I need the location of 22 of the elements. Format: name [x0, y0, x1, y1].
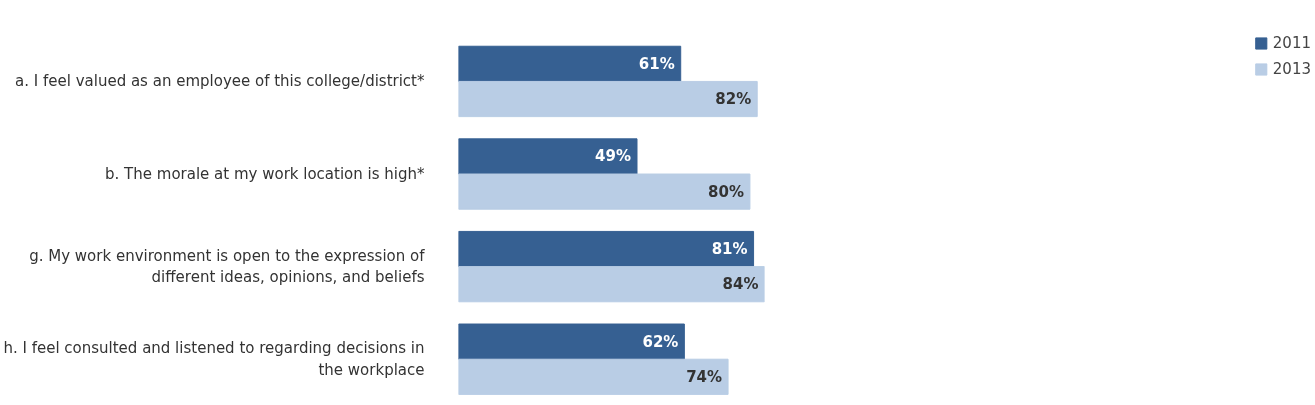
- bar: [458, 138, 638, 175]
- data-label: 62%: [642, 332, 679, 351]
- bar: [458, 358, 729, 395]
- bar: [458, 80, 758, 118]
- legend-label: 2013: [1272, 60, 1311, 78]
- bar: [458, 173, 751, 210]
- bar: [458, 266, 765, 303]
- data-label: 49%: [595, 147, 631, 166]
- data-label: 84%: [722, 275, 759, 294]
- bar: [458, 230, 755, 268]
- legend-label: 2011: [1272, 34, 1311, 52]
- data-label: 81%: [711, 240, 748, 259]
- data-label: 74%: [686, 367, 723, 386]
- y-tick-label: g. My work environment is open to the expression of different ideas, opinions, and beliefs: [29, 246, 426, 287]
- data-label: 61%: [638, 54, 675, 73]
- bar: [458, 323, 685, 360]
- bar: [458, 45, 682, 82]
- y-tick-label: b. The morale at my work location is high*: [105, 165, 425, 184]
- data-label: 82%: [715, 90, 752, 109]
- y-tick-label: a. I feel valued as an employee of this college/district*: [15, 72, 425, 91]
- y-tick-label: h. I feel consulted and listened to regarding decisions in the workplace: [3, 339, 425, 379]
- data-label: 80%: [708, 182, 744, 201]
